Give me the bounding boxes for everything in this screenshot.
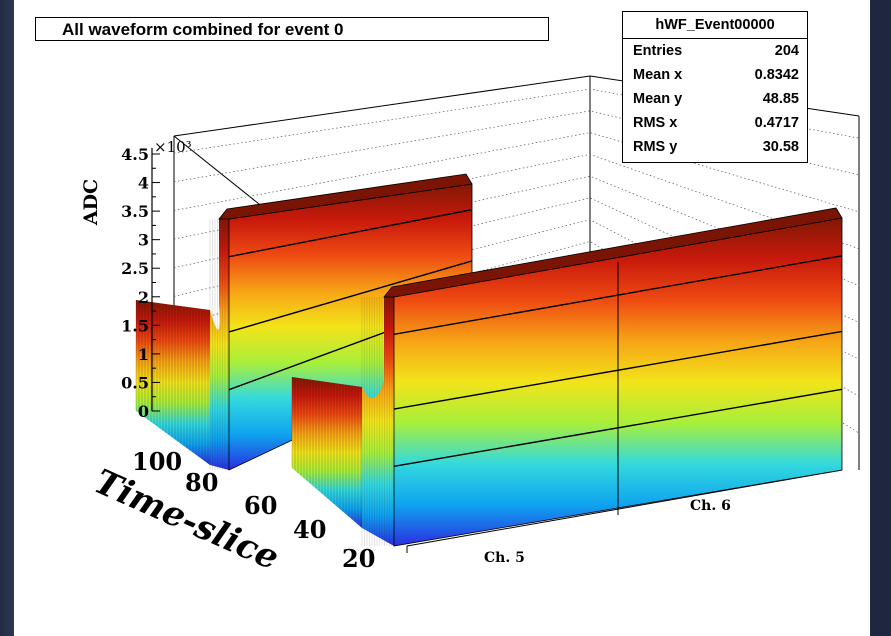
stats-row-rms-y: RMS y 30.58	[623, 135, 807, 159]
z-tick-label: 1.5	[121, 316, 149, 335]
step-line	[228, 208, 473, 258]
stats-row-rms-x: RMS x 0.4717	[623, 111, 807, 135]
gridline	[173, 110, 860, 183]
z-tick-label: 0.5	[121, 373, 149, 392]
bar-top-face	[218, 173, 473, 220]
channel-block-near	[291, 207, 843, 547]
lego-bars	[135, 173, 843, 547]
y-tick-label: 80	[185, 468, 218, 497]
gridline	[173, 132, 860, 213]
stats-value: 30.58	[762, 139, 799, 155]
z-multiplier: ×10³	[154, 138, 192, 156]
stats-box: hWF_Event00000 Entries 204 Mean x 0.8342…	[622, 11, 808, 163]
lego-plot: 00.511.522.533.544.5 ×10³ADC10080604020Ti…	[80, 75, 860, 578]
y-tick-label: 100	[132, 447, 182, 476]
stats-label: Entries	[633, 43, 683, 59]
y-tick-label: 60	[244, 491, 277, 520]
stats-row-entries: Entries 204	[623, 39, 807, 63]
stats-row-mean-x: Mean x 0.8342	[623, 63, 807, 87]
y-tick-label: 20	[342, 544, 375, 573]
z-tick-label: 2.5	[121, 259, 149, 278]
bar-rise-face	[210, 219, 229, 470]
stats-value: 48.85	[762, 91, 799, 107]
step-line	[228, 260, 473, 333]
bar-baseline-face	[136, 300, 210, 465]
stats-row-mean-y: Mean y 48.85	[623, 87, 807, 111]
y-tick-label: 40	[293, 515, 326, 544]
bar-baseline-face	[292, 377, 362, 528]
gridline	[173, 219, 860, 360]
channel-block-far	[135, 173, 473, 471]
bar-rise-face	[362, 297, 394, 546]
bar-top-face	[383, 207, 843, 298]
plot-title: All waveform combined for event 0	[35, 17, 549, 41]
z-tick-label: 4	[138, 174, 149, 193]
stats-value: 204	[774, 43, 799, 59]
z-tick-label: 1	[138, 345, 149, 364]
channel-label: Ch. 5	[484, 550, 525, 566]
z-tick-label: 3	[138, 231, 149, 250]
z-axis-label: ADC	[80, 179, 102, 226]
stats-label: Mean y	[633, 91, 683, 107]
stats-label: Mean x	[633, 67, 683, 83]
stats-label: RMS y	[633, 139, 678, 155]
stats-value: 0.4717	[754, 115, 799, 131]
z-tick-label: 0	[138, 402, 149, 421]
channel-label: Ch. 6	[690, 498, 731, 514]
z-tick-label: 3.5	[121, 202, 149, 221]
z-tick-label: 4.5	[121, 145, 149, 164]
stats-value: 0.8342	[754, 67, 799, 83]
stats-name: hWF_Event00000	[623, 12, 807, 39]
stats-label: RMS x	[633, 115, 678, 131]
z-tick-label: 2	[138, 288, 149, 307]
gridline	[173, 88, 860, 154]
root-canvas: 0 0.5 1 1.5 2 2.5 3 3.5 4 4.5 ×10³ ADC 100 80 60 40 20 Ti…	[14, 0, 870, 636]
gridline	[173, 154, 860, 250]
